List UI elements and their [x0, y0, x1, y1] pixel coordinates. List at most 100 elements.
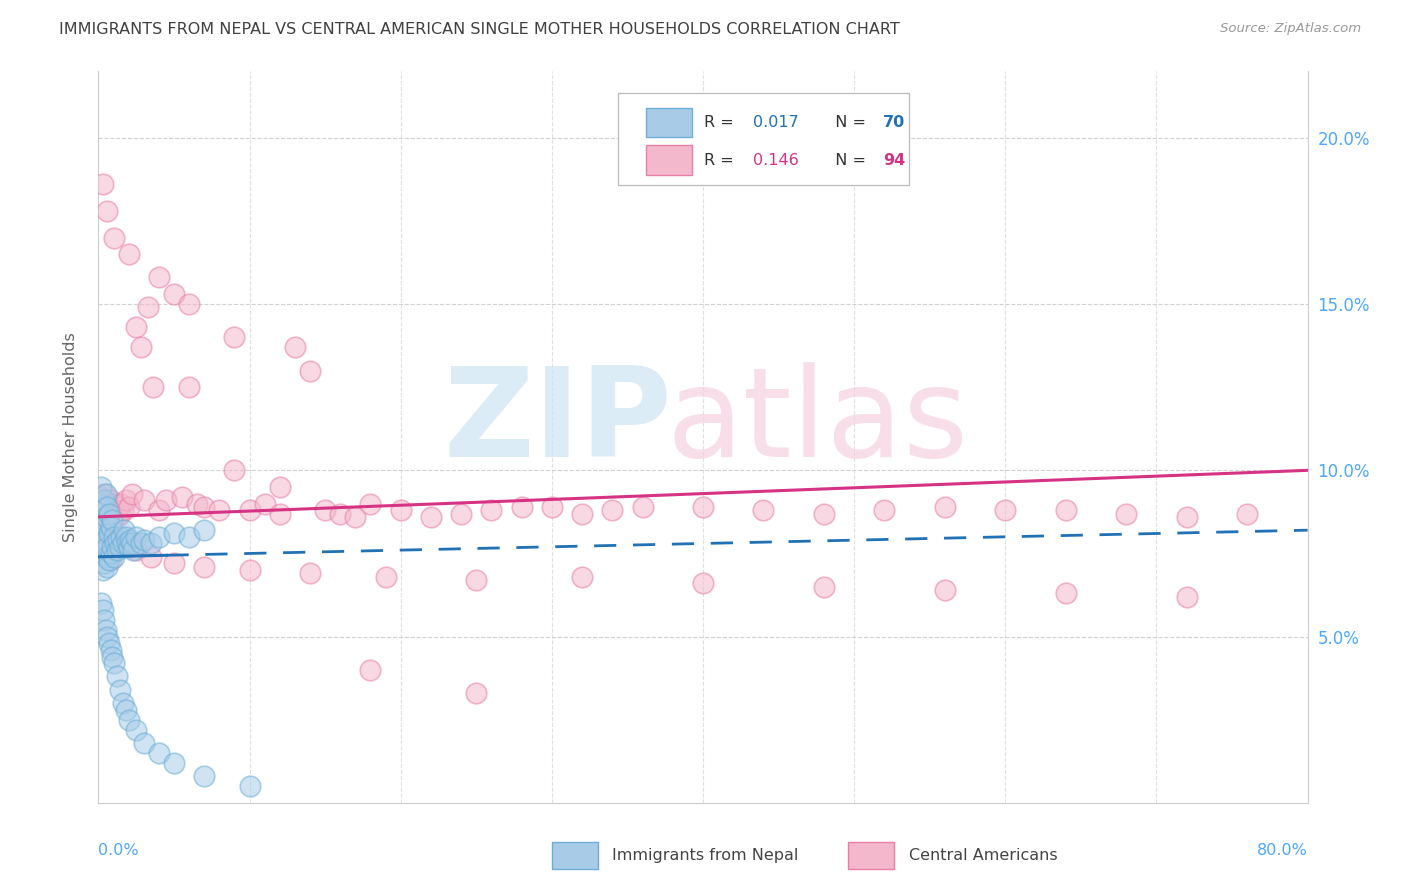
Point: [224, 463, 246, 477]
Point: [179, 297, 201, 311]
Text: R =: R =: [704, 153, 740, 168]
Point: [571, 507, 593, 521]
Point: [179, 530, 201, 544]
Text: N =: N =: [825, 115, 872, 129]
Point: [103, 549, 125, 564]
Point: [692, 576, 714, 591]
Point: [141, 549, 163, 564]
Point: [148, 746, 170, 760]
Point: [111, 696, 134, 710]
Point: [91, 523, 114, 537]
Point: [813, 507, 835, 521]
Point: [96, 559, 118, 574]
Point: [170, 490, 193, 504]
Point: [96, 540, 118, 554]
Point: [91, 493, 114, 508]
Point: [193, 523, 215, 537]
Point: [329, 507, 352, 521]
Point: [125, 530, 148, 544]
Bar: [551, 841, 598, 870]
Text: R =: R =: [704, 115, 740, 129]
Point: [94, 497, 117, 511]
Point: [125, 320, 148, 334]
Point: [299, 363, 322, 377]
Point: [284, 340, 307, 354]
Point: [103, 656, 125, 670]
Point: [91, 603, 114, 617]
Point: [360, 663, 382, 677]
Point: [103, 507, 125, 521]
Point: [111, 503, 134, 517]
Point: [155, 493, 177, 508]
Point: [96, 630, 118, 644]
Text: Central Americans: Central Americans: [908, 848, 1057, 863]
Point: [89, 497, 111, 511]
Point: [110, 530, 132, 544]
Point: [98, 507, 121, 521]
Point: [90, 509, 112, 524]
Point: [94, 533, 117, 548]
Point: [94, 546, 117, 560]
Point: [934, 500, 956, 514]
Point: [163, 287, 186, 301]
Point: [239, 563, 262, 577]
Point: [193, 769, 215, 783]
Point: [374, 570, 396, 584]
Point: [692, 500, 714, 514]
Point: [540, 500, 562, 514]
Point: [136, 301, 159, 315]
Point: [934, 582, 956, 597]
Point: [105, 669, 128, 683]
Point: [101, 503, 124, 517]
Point: [93, 493, 115, 508]
Point: [96, 204, 118, 219]
Point: [510, 500, 533, 514]
Point: [101, 649, 124, 664]
Point: [91, 520, 114, 534]
Point: [1054, 503, 1077, 517]
Point: [98, 636, 121, 650]
Point: [186, 497, 208, 511]
Point: [269, 480, 291, 494]
Point: [111, 536, 134, 550]
Point: [193, 500, 215, 514]
Y-axis label: Single Mother Households: Single Mother Households: [63, 332, 77, 542]
Point: [1175, 590, 1198, 604]
Point: [239, 779, 262, 793]
Text: N =: N =: [825, 153, 872, 168]
Point: [114, 536, 136, 550]
Point: [94, 549, 117, 564]
Point: [94, 486, 117, 500]
Point: [360, 497, 382, 511]
Point: [121, 486, 143, 500]
Point: [94, 623, 117, 637]
Point: [450, 507, 472, 521]
Point: [344, 509, 367, 524]
Bar: [848, 841, 894, 870]
Point: [91, 563, 114, 577]
Point: [91, 503, 114, 517]
Point: [100, 643, 122, 657]
Point: [129, 536, 152, 550]
Point: [481, 503, 503, 517]
Point: [142, 380, 165, 394]
Point: [101, 513, 124, 527]
Point: [602, 503, 624, 517]
Point: [93, 486, 115, 500]
Point: [813, 580, 835, 594]
Text: Immigrants from Nepal: Immigrants from Nepal: [613, 848, 799, 863]
Point: [122, 543, 145, 558]
Point: [269, 507, 291, 521]
Point: [100, 520, 122, 534]
Point: [163, 526, 186, 541]
Point: [98, 553, 121, 567]
Point: [108, 540, 131, 554]
Text: 94: 94: [883, 153, 905, 168]
Point: [118, 500, 141, 514]
Point: [163, 557, 186, 571]
Point: [193, 559, 215, 574]
Point: [752, 503, 775, 517]
Point: [224, 330, 246, 344]
Point: [239, 503, 262, 517]
Point: [107, 500, 129, 514]
